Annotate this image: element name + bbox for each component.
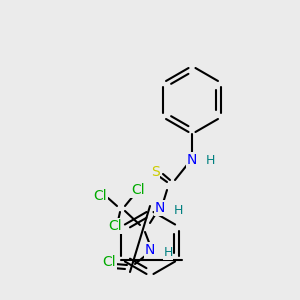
Text: Cl: Cl	[93, 189, 107, 203]
Text: O: O	[103, 255, 113, 269]
Text: Cl: Cl	[131, 183, 145, 197]
Text: H: H	[173, 205, 183, 218]
Text: Cl: Cl	[108, 219, 122, 233]
Text: Cl: Cl	[103, 256, 116, 269]
Text: S: S	[151, 165, 159, 179]
Text: N: N	[155, 201, 165, 215]
Text: H: H	[163, 247, 173, 260]
Text: H: H	[205, 154, 215, 166]
Text: N: N	[187, 153, 197, 167]
Text: N: N	[145, 243, 155, 257]
